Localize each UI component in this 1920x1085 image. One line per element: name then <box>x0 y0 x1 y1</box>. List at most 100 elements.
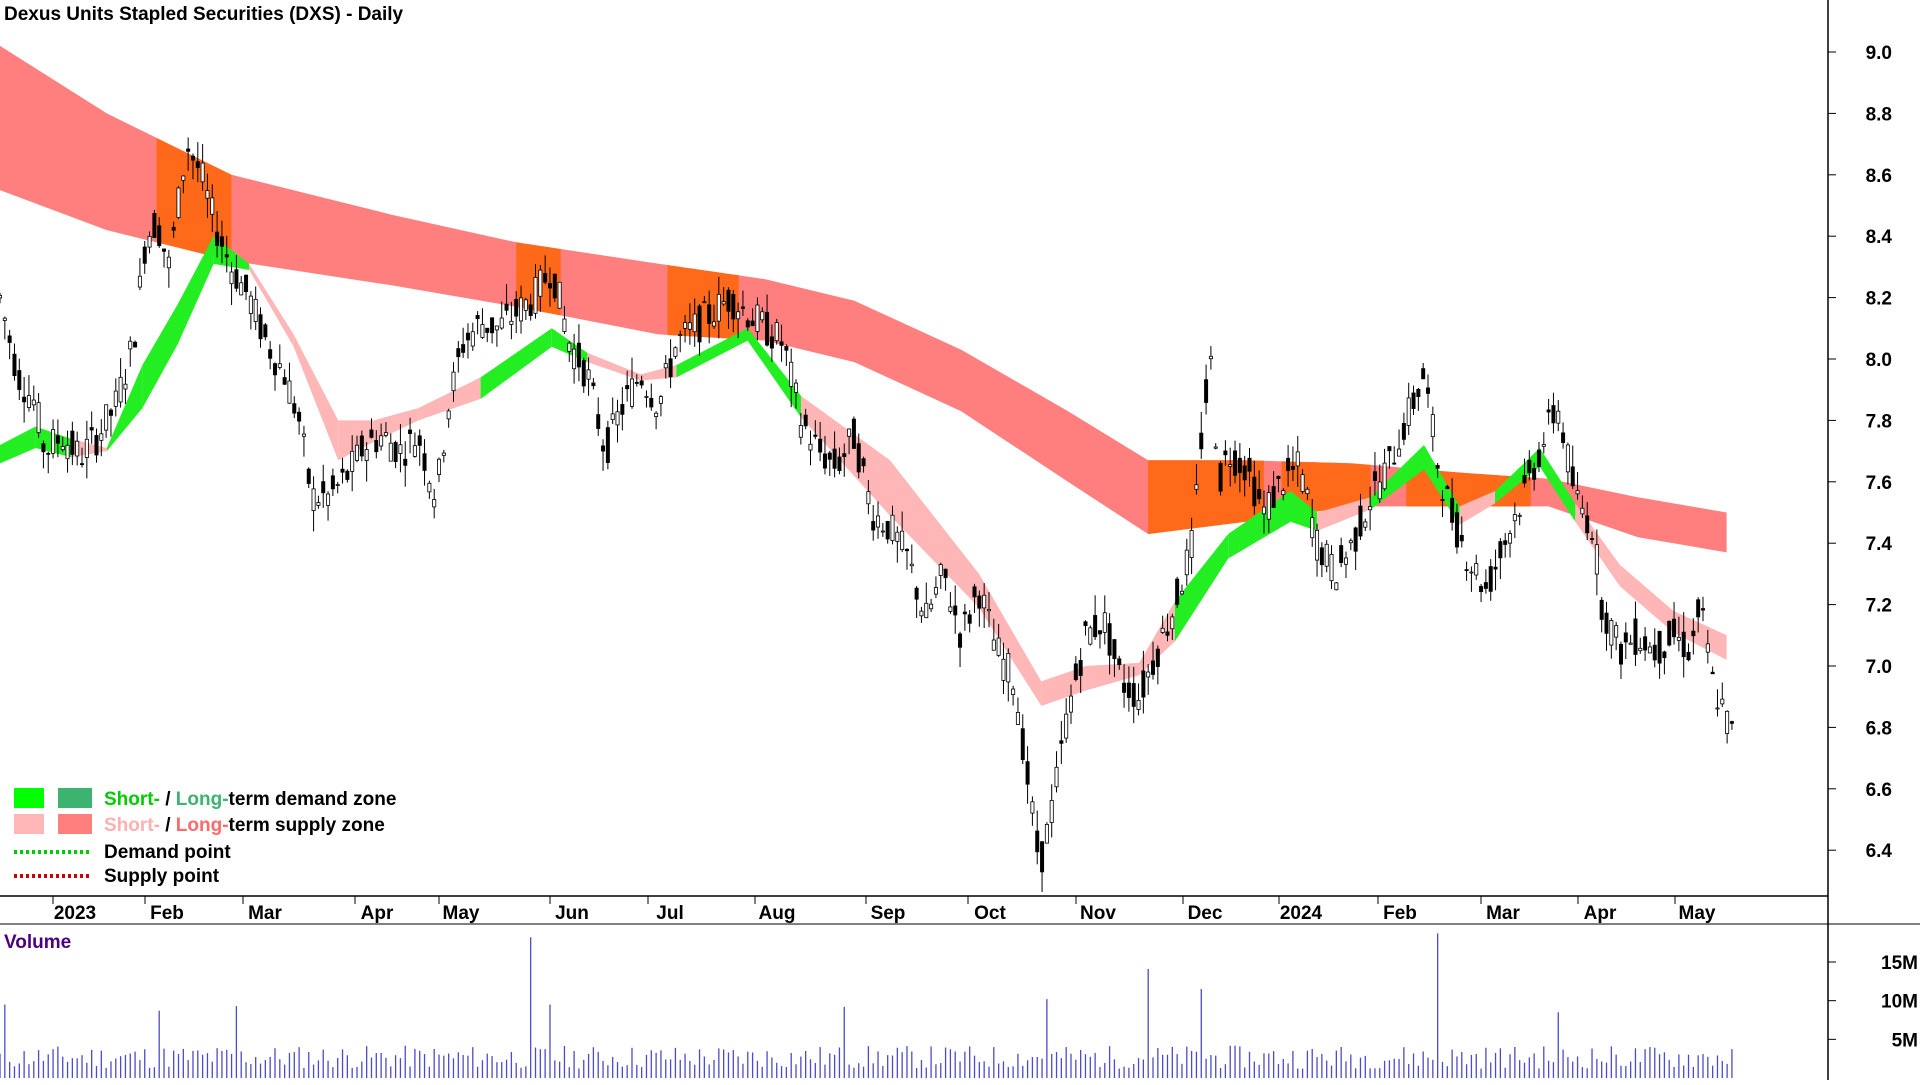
x-tick-label: Sep <box>871 903 906 924</box>
volume-label: Volume <box>4 932 71 953</box>
candle-body <box>1310 517 1315 539</box>
candle-body <box>1334 582 1339 591</box>
short-term-zone-segment <box>418 377 481 421</box>
candle-body <box>190 155 195 161</box>
candle-body <box>7 335 12 343</box>
y-tick-label: 7.2 <box>1866 596 1892 617</box>
candle-body <box>953 605 958 616</box>
candle-body <box>1155 648 1160 667</box>
candle-body <box>1691 630 1696 637</box>
candle-body <box>1474 563 1479 576</box>
candle-body <box>417 435 422 446</box>
candle-body <box>1324 543 1329 567</box>
candle-body <box>822 453 827 469</box>
candle-body <box>359 435 364 457</box>
candle-body <box>736 311 741 320</box>
candle-body <box>958 633 963 648</box>
candle-body <box>938 564 943 576</box>
candle-body <box>914 587 919 600</box>
short-term-zone-segment <box>1539 448 1576 522</box>
short-term-zone-segment <box>747 328 801 418</box>
y-tick-label: 7.8 <box>1866 411 1892 432</box>
candle-body <box>1445 486 1450 490</box>
y-tick-label: 6.4 <box>1866 841 1893 862</box>
short-term-zone-segment <box>676 328 748 378</box>
candle-body <box>1565 444 1570 473</box>
candle-body <box>692 313 697 333</box>
candle-body <box>1059 740 1064 744</box>
candle-body <box>461 344 466 353</box>
candle-body <box>446 410 451 420</box>
candle-body <box>909 563 914 567</box>
candle-body <box>832 448 837 469</box>
candle-body <box>437 458 442 475</box>
candle-body <box>1382 462 1387 490</box>
x-tick-label: Feb <box>1383 903 1417 924</box>
candle-body <box>712 321 717 327</box>
candle-body <box>1146 671 1151 678</box>
candle-body <box>919 610 924 617</box>
candle-body <box>70 430 75 455</box>
candle-body <box>456 348 461 358</box>
candle-body <box>610 413 615 421</box>
candle-body <box>1020 728 1025 761</box>
candle-body <box>1078 660 1083 676</box>
candle-body <box>986 608 991 612</box>
candle-body <box>186 148 191 152</box>
candle-body <box>1377 481 1382 500</box>
candle-body <box>523 299 528 311</box>
candle-body <box>1179 590 1184 595</box>
candle-body <box>808 443 813 451</box>
candle-body <box>1715 707 1720 710</box>
candle-body <box>634 381 639 384</box>
short-term-zone-segment <box>1317 497 1371 531</box>
candle-body <box>1305 488 1310 495</box>
candle-body <box>1387 446 1392 452</box>
candle-body <box>716 293 721 322</box>
candle-body <box>166 256 171 269</box>
candle-body <box>885 521 890 540</box>
candle-body <box>1286 457 1291 472</box>
candle-body <box>658 396 663 404</box>
candle-body <box>1112 639 1117 660</box>
candle-body <box>1479 586 1484 593</box>
candle-body <box>1049 800 1054 823</box>
candle-body <box>996 637 1001 656</box>
candle-body <box>620 404 625 415</box>
candle-body <box>253 298 258 322</box>
x-tick-label: Nov <box>1080 903 1116 924</box>
candle-body <box>827 452 832 460</box>
candle-body <box>181 175 186 181</box>
candle-body <box>1073 663 1078 680</box>
short-term-zone-segment <box>1370 444 1424 510</box>
short-term-zone-segment <box>640 365 677 381</box>
x-tick-label: Aug <box>759 903 796 924</box>
candle-body <box>330 475 335 490</box>
candle-body <box>239 282 244 296</box>
x-tick-label: Jun <box>555 903 589 924</box>
candle-body <box>301 433 306 437</box>
candle-body <box>1517 514 1522 517</box>
short-term-zone-segment <box>1673 610 1727 660</box>
candle-body <box>504 303 509 311</box>
candle-body <box>1532 468 1537 480</box>
candle-body <box>528 304 533 316</box>
candle-body <box>967 614 972 624</box>
candle-body <box>514 299 519 317</box>
candle-body <box>224 254 229 258</box>
candle-body <box>1295 451 1300 467</box>
candle-body <box>2 317 7 321</box>
candle-body <box>1300 474 1305 492</box>
candle-body <box>861 458 866 467</box>
candle-body <box>591 382 596 387</box>
candle-body <box>65 444 70 460</box>
candle-body <box>311 488 316 512</box>
candle-body <box>1672 618 1677 638</box>
volume-panel: Volume 15M 10M 5M <box>0 932 1918 1078</box>
y-tick-label: 8.2 <box>1866 289 1892 310</box>
candle-body <box>1006 652 1011 683</box>
candle-body <box>533 276 538 314</box>
candle-body <box>1218 463 1223 492</box>
candle-body <box>80 463 85 466</box>
